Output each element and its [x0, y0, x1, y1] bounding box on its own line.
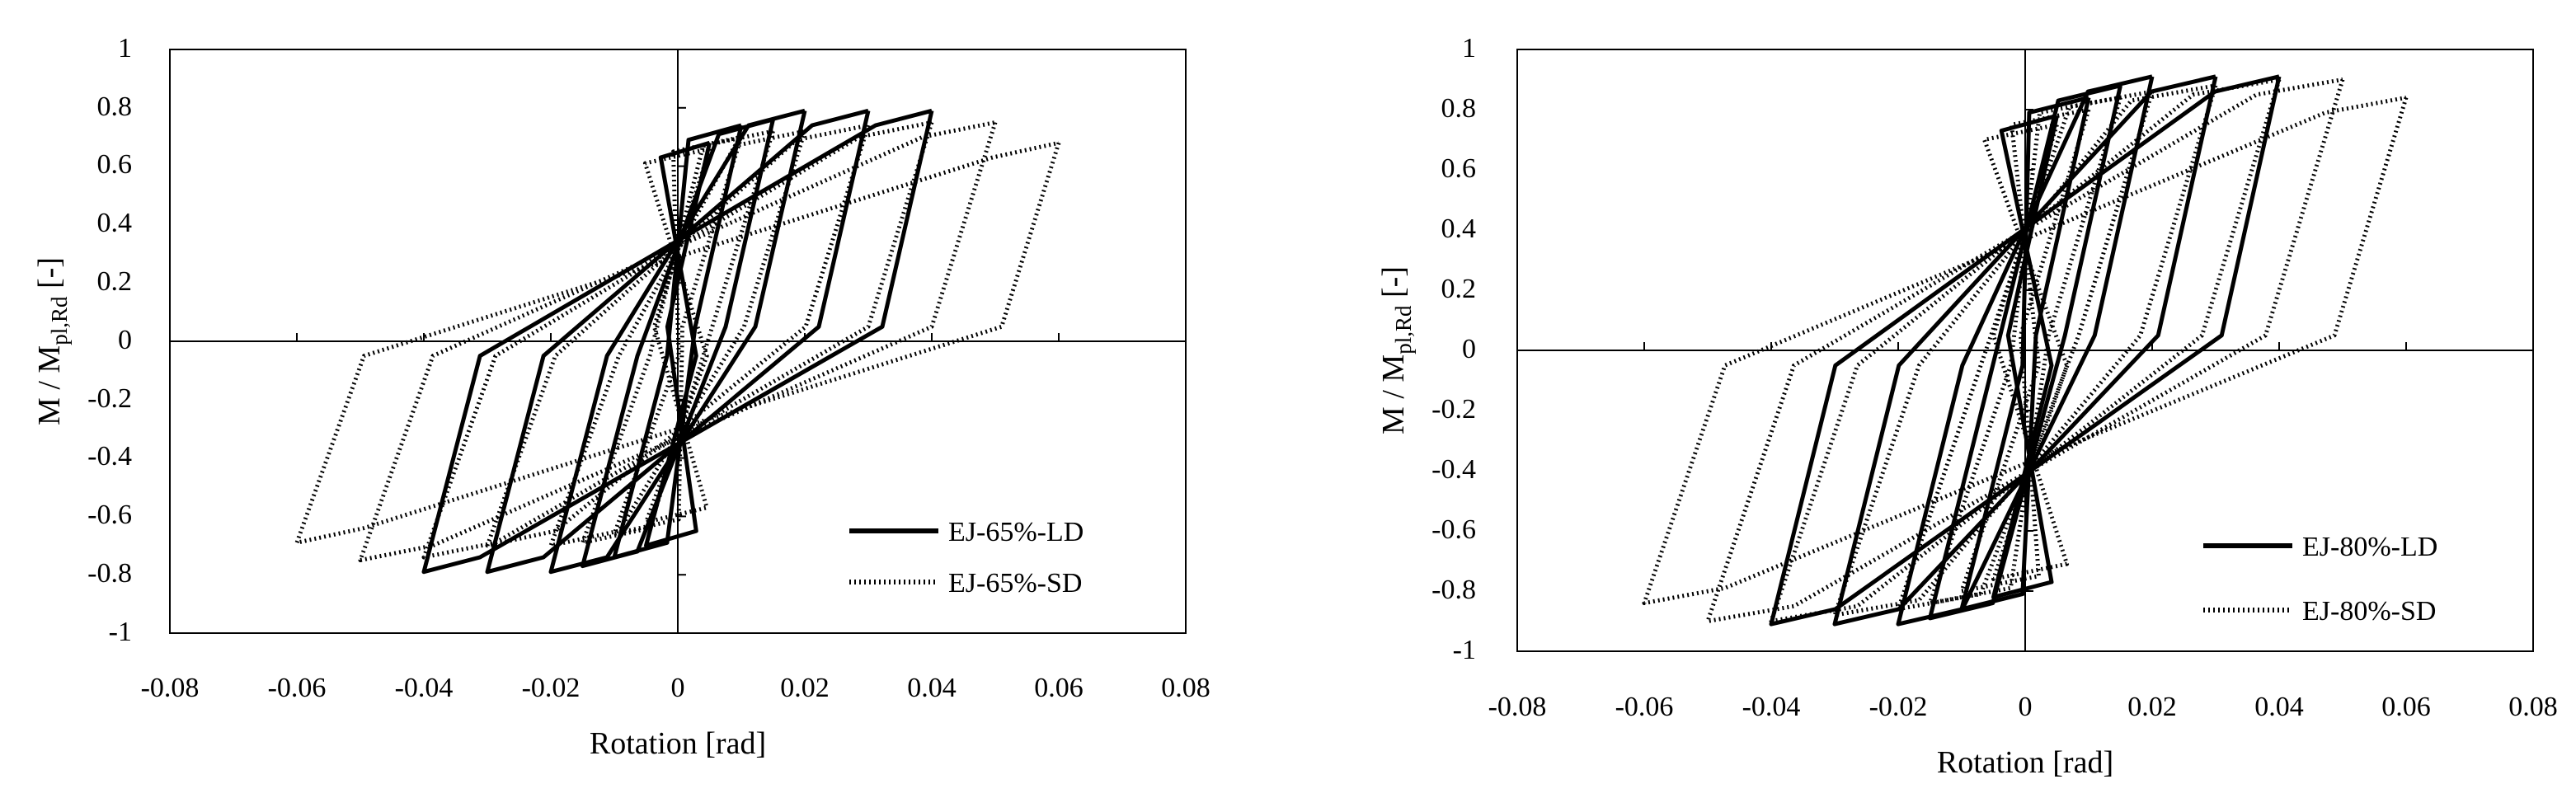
x-tick-label: 0.06: [2381, 692, 2431, 722]
y-tick-label: 0.8: [1441, 93, 1477, 124]
y-tick-label: 0: [118, 325, 132, 355]
y-tick-label: 0: [1462, 334, 1476, 364]
x-tick-label: -0.08: [1488, 692, 1547, 722]
legend-label: EJ-80%-LD: [2302, 532, 2437, 562]
hysteresis-loop: [1642, 95, 2409, 606]
x-tick-label: 0.06: [1034, 673, 1084, 703]
hysteresis-loop: [485, 108, 871, 575]
y-axis-title-main: M / M: [1376, 354, 1411, 434]
x-tick-label: 0.04: [907, 673, 957, 703]
y-tick-label: -1: [1453, 635, 1476, 665]
y-tick-label: -0.6: [87, 500, 132, 530]
y-tick-label: -0.8: [1431, 575, 1476, 605]
y-tick-label: 0.6: [1441, 153, 1477, 184]
legend: EJ-80%-LD EJ-80%-SD: [2203, 532, 2437, 627]
y-tick-label: 1: [1462, 33, 1476, 63]
x-tick-label: -0.06: [268, 673, 327, 703]
y-tick-label: -0.4: [87, 441, 132, 472]
x-tick-label: -0.04: [395, 673, 454, 703]
series-solid: [421, 108, 934, 575]
y-tick-label: 0.2: [1441, 274, 1477, 304]
chart-right: 1 0.8 0.6 0.4 0.2 0 -0.2 -0.4 -0.6 -0.8 …: [1376, 33, 2558, 780]
hysteresis-loop: [421, 108, 934, 575]
hysteresis-loop: [294, 140, 1061, 545]
y-axis-title-main: M / M: [32, 345, 67, 425]
x-tick-label: -0.06: [1615, 692, 1674, 722]
y-tick-label: -0.2: [1431, 394, 1476, 425]
hysteresis-loop: [1896, 74, 2155, 627]
series-solid: [1769, 74, 2282, 627]
hysteresis-loop: [581, 117, 775, 569]
y-tick-label: -0.6: [1431, 514, 1476, 545]
legend-label: EJ-65%-SD: [948, 568, 1082, 598]
hysteresis-loop: [1769, 77, 2282, 623]
legend-label: EJ-80%-SD: [2302, 596, 2436, 627]
hysteresis-loop: [612, 134, 744, 537]
y-tick-label: 0.4: [97, 208, 133, 238]
x-tick-label: -0.02: [522, 673, 581, 703]
y-tick-label: -0.2: [87, 383, 132, 414]
hysteresis-loop: [1705, 77, 2345, 623]
hysteresis-loop: [548, 108, 807, 575]
hysteresis-loop: [642, 146, 712, 524]
hysteresis-loop: [644, 140, 712, 548]
legend: EJ-65%-LD EJ-65%-SD: [849, 517, 1084, 598]
x-tick-label: 0.02: [2127, 692, 2177, 722]
x-tick-label: 0: [2019, 692, 2033, 722]
hysteresis-loop: [1928, 95, 2122, 606]
x-tick-label: 0: [671, 673, 685, 703]
y-tick-label: -1: [109, 617, 132, 647]
y-axis-title: M / Mpl,Rd [-]: [32, 257, 72, 425]
hysteresis-loop: [548, 129, 807, 548]
x-tick-label: 0.04: [2254, 692, 2304, 722]
y-axis-title: M / Mpl,Rd [-]: [1376, 266, 1416, 434]
legend-label: EJ-65%-LD: [948, 517, 1084, 547]
x-tick-label: -0.08: [141, 673, 200, 703]
y-axis-title-units: [-]: [1376, 266, 1411, 305]
y-tick-label: 0.2: [97, 266, 133, 297]
y-axis-title-subscript: pl,Rd: [1391, 305, 1416, 354]
series-dotted: [294, 120, 1061, 562]
y-tick-label: -0.8: [87, 558, 132, 589]
series-dotted: [1642, 77, 2409, 623]
x-tick-label: 0.08: [1161, 673, 1210, 703]
y-tick-label: 1: [118, 33, 132, 63]
x-axis-title: Rotation [rad]: [590, 726, 766, 761]
hysteresis-curves: [294, 108, 1061, 575]
axes: [1516, 49, 2534, 652]
hysteresis-curves: [1642, 74, 2409, 627]
x-tick-label: 0.02: [780, 673, 830, 703]
y-axis-title-subscript: pl,Rd: [47, 296, 72, 345]
hysteresis-loop: [1982, 122, 2070, 581]
y-tick-label: -0.4: [1431, 454, 1476, 485]
y-tick-label: 0.6: [97, 149, 133, 180]
x-axis-title: Rotation [rad]: [1937, 745, 2113, 780]
chart-left: 1 0.8 0.6 0.4 0.2 0 -0.2 -0.4 -0.6 -0.8 …: [32, 33, 1210, 761]
y-axis-title-units: [-]: [32, 257, 67, 296]
x-tick-label: -0.04: [1742, 692, 1801, 722]
y-tick-label: 0.8: [97, 92, 133, 122]
x-tick-label: 0.08: [2508, 692, 2558, 722]
hysteresis-loop: [421, 120, 934, 560]
y-tick-label: 0.4: [1441, 214, 1477, 244]
axes: [169, 49, 1187, 634]
x-tick-label: -0.02: [1869, 692, 1928, 722]
hysteresis-loop: [358, 120, 998, 562]
